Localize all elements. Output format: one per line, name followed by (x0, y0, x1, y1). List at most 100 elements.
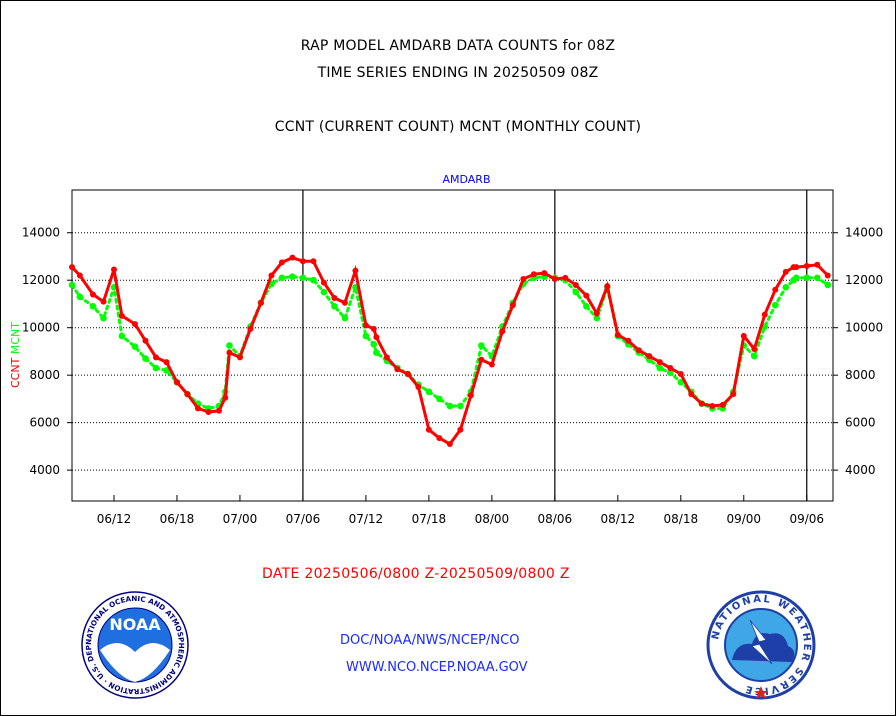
ccnt-point (730, 391, 737, 398)
x-tick-label: 08/00 (475, 512, 510, 526)
ccnt-point (583, 292, 590, 299)
ccnt-point (222, 394, 229, 401)
noaa-logo-text: NOAA (109, 615, 161, 634)
ccnt-point (793, 264, 800, 271)
mcnt-point (593, 314, 601, 322)
y-tick-label-left: 14000 (22, 226, 60, 240)
x-tick-label: 08/18 (664, 512, 699, 526)
mcnt-point (373, 349, 380, 356)
x-tick-label: 07/00 (223, 512, 258, 526)
ccnt-point (362, 322, 369, 329)
ccnt-point (740, 333, 747, 340)
ccnt-point (184, 391, 191, 398)
ccnt-point (89, 291, 96, 298)
ccnt-point (520, 276, 527, 283)
x-tick-label: 06/18 (160, 512, 195, 526)
mcnt-point (341, 314, 349, 322)
ccnt-point (268, 272, 275, 279)
ccnt-point (131, 321, 138, 328)
x-tick-label: 07/12 (349, 512, 384, 526)
chart-title-line1: RAP MODEL AMDARB DATA COUNTS for 08Z (300, 38, 616, 54)
ccnt-point (709, 403, 716, 410)
y-tick-label-right: 10000 (845, 321, 883, 335)
nws-star-icon (754, 686, 768, 699)
chart-title-line2: TIME SERIES ENDING IN 20250509 08Z (317, 65, 599, 81)
mcnt-point (310, 276, 317, 284)
mcnt-point (163, 367, 170, 374)
ccnt-point (236, 354, 243, 361)
nws-cloud-icon (732, 633, 795, 662)
mcnt-point (152, 364, 160, 372)
mcnt-point (583, 303, 590, 310)
ccnt-point (824, 272, 831, 279)
mcnt-point (656, 364, 664, 372)
y-tick-label-right: 8000 (845, 368, 876, 382)
ccnt-point (814, 261, 821, 268)
ccnt-point (751, 346, 758, 353)
ccnt-point (278, 259, 285, 266)
plot-title: AMDARB (442, 173, 490, 186)
x-tick-label: 09/00 (726, 512, 761, 526)
ccnt-point (646, 353, 653, 360)
mcnt-point (68, 281, 76, 289)
y-tick-label-right: 14000 (845, 226, 883, 240)
mcnt-point (478, 342, 485, 349)
y-tick-label-left: 10000 (22, 321, 60, 335)
ccnt-point (352, 267, 359, 274)
mcnt-point (446, 402, 454, 410)
ccnt-point (299, 258, 306, 265)
ccnt-point (478, 356, 485, 363)
website-link[interactable]: WWW.NCO.NCEP.NOAA.GOV (346, 660, 528, 675)
mcnt-point (667, 369, 674, 377)
mcnt-point (771, 301, 779, 309)
mcnt-point (370, 341, 378, 348)
ccnt-point (194, 405, 201, 412)
ccnt-point (383, 354, 390, 361)
date-range-label: DATE 20250506/0800 Z-20250509/0800 Z (262, 566, 570, 582)
mcnt-point (803, 274, 811, 282)
ccnt-point (163, 359, 170, 366)
ccnt-point (782, 268, 789, 275)
ccnt-point (467, 392, 474, 399)
ccnt-point (499, 328, 506, 335)
ccnt-point (320, 279, 327, 286)
mcnt-point (425, 388, 433, 396)
ccnt-point (625, 337, 632, 344)
mcnt-point (677, 378, 685, 386)
mcnt-point (750, 352, 758, 360)
y-tick-label-left: 4000 (29, 463, 60, 477)
ccnt-point (289, 254, 296, 261)
mcnt-point (331, 303, 338, 310)
ccnt-point (688, 391, 695, 398)
chart-title-line3: CCNT (CURRENT COUNT) MCNT (MONTHLY COUNT… (274, 119, 642, 135)
series-line-ccnt (70, 256, 829, 446)
mcnt-point (457, 402, 464, 410)
ccnt-point (173, 379, 180, 386)
mcnt-point (226, 342, 233, 349)
mcnt-point (362, 332, 370, 340)
ccnt-point (761, 311, 768, 318)
mcnt-point (824, 281, 832, 289)
ccnt-point (205, 408, 212, 415)
ccnt-point (310, 258, 317, 265)
y-axis-label-mcnt: MCNT (9, 322, 22, 354)
noaa-seagull-icon (100, 642, 170, 682)
mcnt-point (89, 303, 97, 310)
series-line-mcnt (70, 275, 830, 410)
mcnt-point (289, 273, 296, 280)
ccnt-point (226, 349, 233, 356)
x-tick-label: 08/12 (601, 512, 636, 526)
ccnt-point (635, 347, 642, 354)
ccnt-point (488, 361, 495, 368)
y-tick-label-right: 4000 (845, 463, 876, 477)
y-tick-label-left: 6000 (29, 416, 60, 430)
ccnt-point (100, 298, 107, 305)
ccnt-point (593, 310, 600, 317)
ccnt-point (370, 325, 377, 332)
ccnt-point (457, 426, 464, 433)
y-tick-label-left: 12000 (22, 273, 60, 287)
ccnt-point (247, 325, 254, 332)
plot-area-border (71, 189, 834, 502)
ccnt-point (373, 334, 380, 341)
mcnt-point (320, 288, 328, 296)
